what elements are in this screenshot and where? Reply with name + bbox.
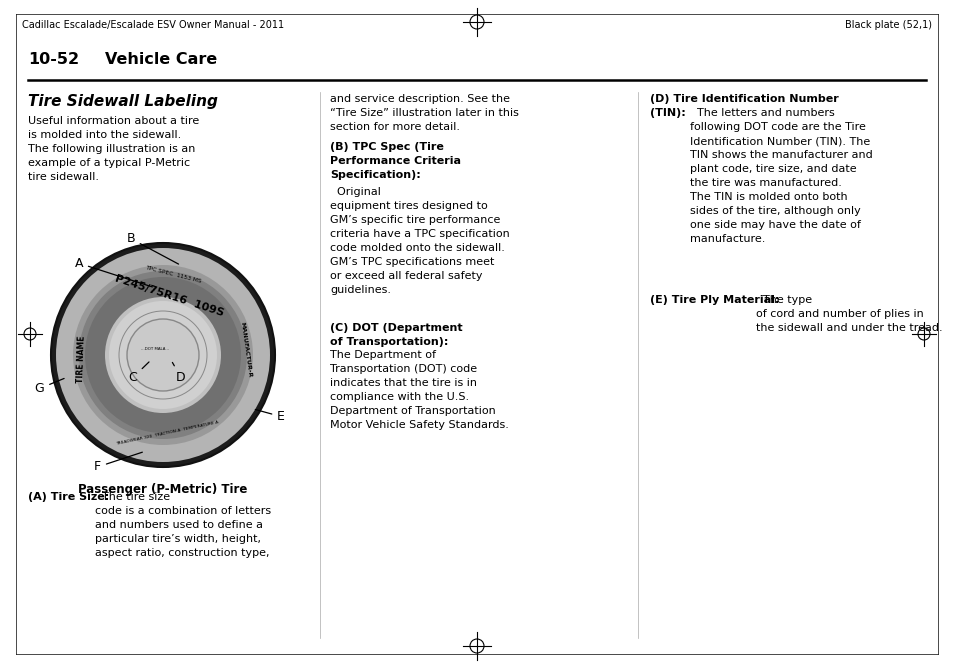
Text: TIRE NAME: TIRE NAME xyxy=(76,335,87,383)
Text: E: E xyxy=(255,409,285,423)
Circle shape xyxy=(79,271,247,439)
Circle shape xyxy=(85,277,241,433)
Text: P245/75R16  109S: P245/75R16 109S xyxy=(113,273,225,318)
Text: F: F xyxy=(93,452,142,474)
Text: MANUFACTUR-R: MANUFACTUR-R xyxy=(239,322,252,378)
Circle shape xyxy=(51,243,274,467)
Text: Vehicle Care: Vehicle Care xyxy=(105,52,217,67)
Circle shape xyxy=(127,319,199,391)
Circle shape xyxy=(105,297,221,413)
Circle shape xyxy=(73,265,253,445)
Text: (TIN):: (TIN): xyxy=(649,108,685,118)
Text: and service description. See the
“Tire Size” illustration later in this
section : and service description. See the “Tire S… xyxy=(330,94,518,132)
Text: (A) Tire Size:: (A) Tire Size: xyxy=(28,492,110,502)
Text: The tire size
code is a combination of letters
and numbers used to define a
part: The tire size code is a combination of l… xyxy=(95,492,271,558)
Text: TREADWEAR 320  TRACTION A  TEMPERATURE A: TREADWEAR 320 TRACTION A TEMPERATURE A xyxy=(115,421,218,446)
Text: Black plate (52,1): Black plate (52,1) xyxy=(844,20,931,30)
Text: The type
of cord and number of plies in
the sidewall and under the tread.: The type of cord and number of plies in … xyxy=(755,295,942,333)
Text: (E) Tire Ply Material:: (E) Tire Ply Material: xyxy=(649,295,779,305)
Text: (C) DOT (Department
of Transportation):: (C) DOT (Department of Transportation): xyxy=(330,323,462,347)
Text: B: B xyxy=(126,232,178,264)
Text: A: A xyxy=(74,257,152,287)
Text: 10-52: 10-52 xyxy=(28,52,79,67)
Text: Passenger (P-Metric) Tire: Passenger (P-Metric) Tire xyxy=(78,483,248,496)
Circle shape xyxy=(109,301,216,409)
Text: (D) Tire Identification Number: (D) Tire Identification Number xyxy=(649,94,838,104)
Text: Tire Sidewall Labeling: Tire Sidewall Labeling xyxy=(28,94,217,109)
Text: The Department of
Transportation (DOT) code
indicates that the tire is in
compli: The Department of Transportation (DOT) c… xyxy=(330,350,508,430)
Text: (B) TPC Spec (Tire
Performance Criteria
Specification):: (B) TPC Spec (Tire Performance Criteria … xyxy=(330,142,460,180)
Text: D: D xyxy=(172,363,186,384)
Text: C: C xyxy=(129,362,149,384)
Text: TPC SPEC  1153 MS: TPC SPEC 1153 MS xyxy=(144,265,201,284)
Text: Cadillac Escalade/Escalade ESV Owner Manual - 2011: Cadillac Escalade/Escalade ESV Owner Man… xyxy=(22,20,284,30)
Text: Useful information about a tire
is molded into the sidewall.
The following illus: Useful information about a tire is molde… xyxy=(28,116,199,182)
Text: Original
equipment tires designed to
GM’s specific tire performance
criteria hav: Original equipment tires designed to GM’… xyxy=(330,187,509,295)
Text: The letters and numbers
following DOT code are the Tire
Identification Number (T: The letters and numbers following DOT co… xyxy=(689,108,872,244)
Text: ...DOT MALA...: ...DOT MALA... xyxy=(141,347,169,351)
Text: G: G xyxy=(34,379,64,395)
Circle shape xyxy=(56,248,270,462)
